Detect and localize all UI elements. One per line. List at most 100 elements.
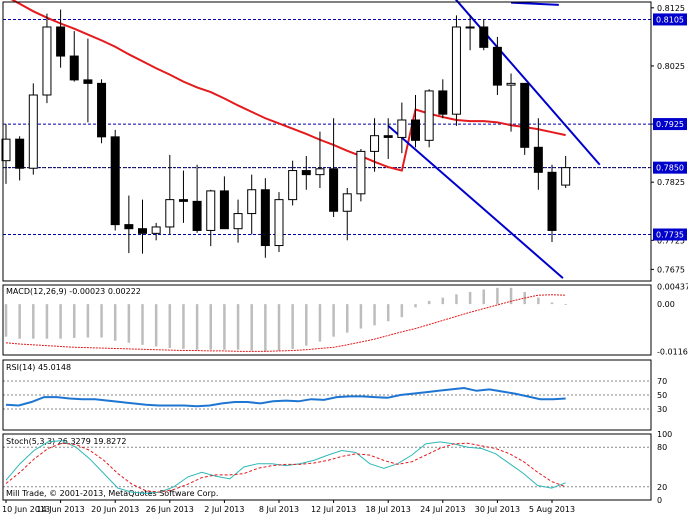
- candle: [288, 160, 298, 206]
- candle: [315, 131, 325, 188]
- moving-average-line: [10, 0, 566, 172]
- channel-line: [387, 125, 564, 279]
- candle-body: [206, 190, 216, 231]
- x-tick-label: 30 Jul 2013: [475, 505, 520, 514]
- rsi-y-tick-label: 70: [657, 377, 667, 386]
- candle: [329, 118, 339, 218]
- rsi-label: RSI(14) 45.0148: [6, 363, 71, 372]
- candle: [342, 188, 352, 241]
- candle-body: [151, 226, 161, 234]
- candle-body: [274, 199, 284, 247]
- candle-body: [178, 199, 188, 202]
- candle-body: [561, 167, 571, 186]
- candle-body: [28, 94, 38, 169]
- candle-body: [247, 189, 257, 215]
- candle-body: [370, 135, 380, 152]
- level-label: 0.7925: [656, 120, 684, 129]
- x-tick-label: 26 Jun 2013: [146, 505, 194, 514]
- channel-line: [511, 1, 559, 6]
- candle: [397, 102, 407, 154]
- candle: [451, 15, 461, 126]
- candle: [533, 118, 543, 190]
- level-tag: [653, 118, 687, 131]
- candle: [465, 15, 475, 51]
- level-label: 0.7735: [656, 231, 684, 240]
- rsi-y-tick-label: 50: [657, 391, 667, 400]
- rsi-line: [5, 386, 566, 408]
- macd-label: MACD(12,26,9) -0.00023 0.00222: [6, 287, 141, 296]
- candle: [411, 95, 420, 148]
- candle: [260, 178, 270, 258]
- x-tick-label: 14 Jun 2013: [37, 505, 85, 514]
- candle-body: [42, 26, 52, 96]
- candle-body: [315, 168, 325, 176]
- candle: [206, 189, 216, 247]
- candle-body: [192, 200, 202, 231]
- stoch-y-tick-label: 20: [657, 483, 667, 492]
- candle: [15, 136, 25, 181]
- candle-body: [383, 135, 393, 138]
- stoch-label: Stoch(5,3,3) 26.3279 19.8272: [6, 437, 126, 446]
- y-tick-label: 0.8125: [657, 4, 685, 13]
- candle-body: [165, 199, 175, 228]
- candle-body: [83, 79, 93, 84]
- main-price-panel: 0.8125 0.8025 0.7925 0.7825 0.7725 0.7675 0.81…: [1, 0, 687, 279]
- rsi-panel: RSI(14) 45.0148 70 50 30: [3, 363, 667, 414]
- macd-y-tick-label: 0.00437: [657, 282, 688, 291]
- candle: [28, 83, 38, 175]
- candle-body: [97, 82, 107, 138]
- candle-body: [397, 119, 407, 138]
- candle-body: [342, 193, 352, 212]
- candle-body: [479, 26, 489, 48]
- candle-body: [260, 189, 270, 247]
- candle: [492, 36, 502, 95]
- candle: [424, 89, 434, 148]
- stoch-k-line: [5, 440, 566, 494]
- candle-body: [520, 82, 530, 148]
- candle-body: [492, 46, 502, 86]
- candle: [97, 79, 107, 144]
- panel-frame-stoch: [2, 433, 652, 501]
- candle-body: [288, 170, 298, 201]
- stoch-d-line: [5, 442, 566, 493]
- candle-body: [301, 170, 311, 176]
- candle-body: [547, 171, 557, 231]
- candle-body: [329, 168, 339, 212]
- candle: [383, 118, 393, 159]
- candle-body: [356, 150, 366, 195]
- copyright-label: Mill Trade, © 2001-2013, MetaQuotes Soft…: [6, 489, 218, 498]
- candle: [83, 38, 93, 123]
- candle-body: [69, 55, 79, 81]
- candle: [370, 118, 380, 172]
- panel-frame-macd: [2, 284, 652, 356]
- candle: [479, 19, 489, 51]
- candle-body: [138, 228, 147, 234]
- candle: [110, 129, 120, 231]
- candle: [247, 174, 257, 235]
- candle-body: [506, 82, 516, 86]
- level-label: 0.8105: [656, 15, 684, 24]
- panel-frame-rsi: [2, 359, 652, 431]
- candle: [56, 9, 66, 68]
- stoch-y-tick-label: 100: [657, 430, 672, 439]
- stoch-panel: Stoch(5,3,3) 26.3279 19.8272 Mill Trade,…: [3, 430, 672, 505]
- candle: [356, 149, 366, 202]
- candle: [274, 192, 284, 252]
- candle: [69, 31, 79, 82]
- y-tick-label: 0.7825: [657, 178, 685, 187]
- candle-body: [56, 26, 66, 57]
- candle-body: [219, 190, 229, 230]
- candle: [233, 199, 243, 243]
- candle-body: [1, 138, 11, 162]
- candle: [506, 73, 516, 132]
- candle: [1, 124, 11, 184]
- candle-body: [533, 146, 543, 173]
- level-tag: [653, 161, 687, 174]
- stoch-y-tick-label: 0: [657, 496, 662, 505]
- candle-body: [438, 90, 448, 115]
- level-label: 0.7850: [656, 164, 684, 173]
- panel-frame-main: [2, 1, 652, 282]
- candle-body: [411, 119, 420, 141]
